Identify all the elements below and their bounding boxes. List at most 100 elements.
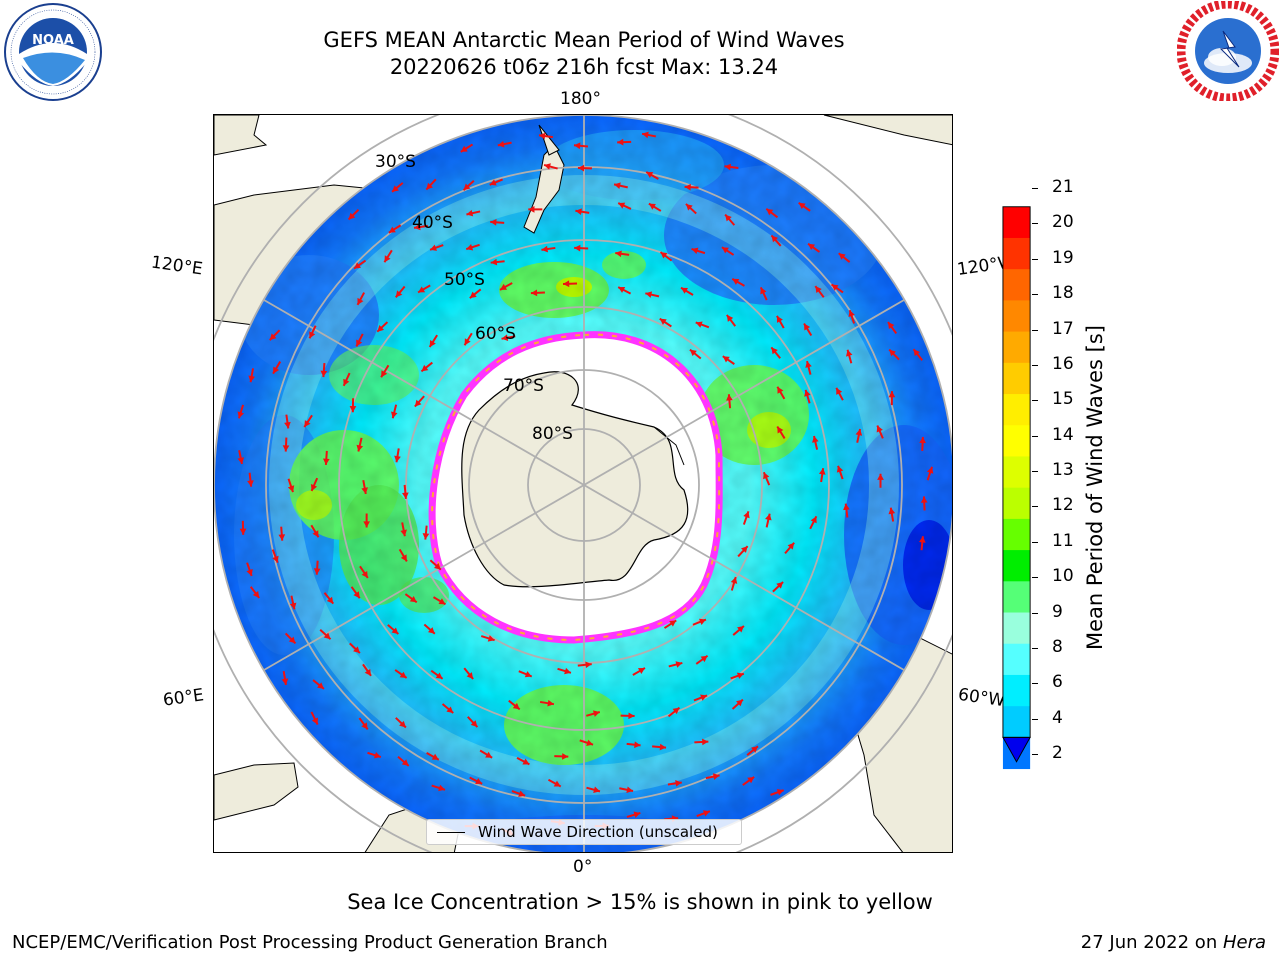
legend-label: Wind Wave Direction (unscaled): [478, 823, 718, 841]
wave-direction-arrowhead: [732, 278, 740, 285]
wave-direction-arrowhead: [320, 370, 328, 378]
colorbar-label: Mean Period of Wind Waves [s]: [1083, 325, 1107, 650]
wave-direction-arrowhead: [700, 694, 708, 701]
sea-ice-note: Sea Ice Concentration > 15% is shown in …: [347, 890, 933, 914]
wave-direction-arrowhead: [836, 387, 843, 395]
wave-direction-arrowhead: [919, 436, 926, 444]
wave-direction-arrowhead: [401, 492, 409, 499]
wave-direction-arrowhead: [628, 712, 635, 720]
wave-direction-arrowhead: [926, 466, 934, 474]
wave-direction-arrowhead: [353, 646, 360, 654]
wave-direction-arrowhead: [574, 244, 581, 252]
colorbar-tick-label: 6: [1052, 672, 1063, 693]
wave-direction-arrowhead: [614, 182, 621, 189]
wave-direction-arrowhead: [648, 203, 656, 210]
wave-direction-arrowhead: [469, 291, 477, 299]
wave-direction-arrowhead: [356, 339, 363, 347]
wave-direction-arrowhead: [470, 720, 478, 728]
wave-direction-arrowhead: [430, 244, 437, 251]
wave-direction-arrowhead: [394, 455, 401, 463]
wave-direction-arrowhead: [431, 753, 439, 760]
chart-subtitle: 20220626 t06z 216h fcst Max: 13.24: [389, 55, 779, 79]
wave-direction-arrowhead: [409, 595, 417, 603]
wave-direction-arrowhead: [615, 250, 622, 258]
wave-direction-arrowhead: [524, 671, 532, 678]
noaa-logo: NOAA: [4, 3, 102, 101]
wave-direction-arrowhead: [743, 511, 750, 519]
colorbar-segment: [1002, 362, 1031, 395]
colorbar-tick-label: 10: [1052, 566, 1074, 587]
wave-direction-arrowhead: [675, 780, 682, 787]
wave-direction-arrowhead: [489, 179, 497, 186]
colorbar-segment: [1002, 269, 1031, 301]
colorbar-segment: [1002, 300, 1031, 333]
wave-direction-arrowhead: [691, 247, 699, 254]
colorbar-tick-mark: [1032, 471, 1038, 472]
wave-direction-arrowhead: [563, 280, 570, 288]
wave-direction-arrowhead: [804, 323, 811, 331]
wave-direction-arrowhead: [313, 568, 321, 575]
wave-direction-arrowhead: [877, 473, 884, 480]
wave-direction-arrowhead: [736, 672, 744, 679]
wave-direction-arrowhead: [889, 349, 896, 357]
wave-direction-arrowhead: [618, 202, 626, 209]
wave-direction-arrowhead: [722, 356, 730, 363]
wave-direction-arrowhead: [544, 163, 551, 170]
wave-direction-arrowhead: [438, 598, 446, 605]
wave-direction-arrowhead: [475, 778, 483, 785]
colorbar-tick-label: 20: [1052, 212, 1074, 233]
wave-direction-arrowhead: [237, 411, 244, 419]
wave-direction-arrowhead: [633, 811, 641, 818]
wave-direction-arrowhead: [675, 661, 683, 668]
wave-direction-arrowhead: [287, 485, 295, 493]
colorbar-segment: [1002, 550, 1031, 582]
colorbar-tick-mark: [1032, 541, 1038, 543]
lon-label-0: 0°: [573, 857, 593, 877]
wave-direction-arrowhead: [843, 503, 850, 511]
wave-direction-arrowhead: [354, 262, 361, 269]
wave-direction-arrowhead: [725, 214, 732, 222]
wave-direction-arrowhead: [777, 426, 784, 434]
wave-direction-arrowhead: [700, 655, 708, 663]
wave-direction-arrowhead: [272, 555, 279, 563]
wave-direction-arrowhead: [918, 536, 926, 543]
wave-direction-arrowhead: [888, 507, 896, 515]
wave-direction-arrowhead: [323, 632, 331, 640]
colorbar-tick-label: 16: [1052, 353, 1074, 374]
wave-direction-arrowhead: [577, 164, 585, 172]
colorbar-tick-mark: [1032, 577, 1038, 579]
wave-direction-arrowhead: [485, 751, 493, 758]
wave-direction-arrowhead: [617, 138, 624, 146]
wave-direction-arrowhead: [777, 386, 784, 394]
wave-direction-arrowhead: [248, 375, 255, 383]
wave-direction-arrowhead: [317, 682, 324, 689]
wave-direction-arrowhead: [562, 753, 569, 760]
wave-direction-arrowhead: [438, 784, 446, 792]
wave-direction-arrowhead: [466, 244, 474, 251]
lat-label-60s: 60°S: [475, 324, 516, 344]
wave-direction-arrowhead: [737, 626, 744, 633]
wave-direction-arrowhead: [689, 349, 697, 357]
wave-direction-arrowhead: [913, 349, 921, 357]
wave-direction-arrowhead: [388, 226, 396, 233]
wave-direction-arrowhead: [726, 394, 733, 401]
colorbar-tick-label: 8: [1052, 636, 1063, 657]
lat-label-30s: 30°S: [375, 152, 416, 172]
wave-direction-arrowhead: [763, 472, 770, 480]
wave-direction-arrowhead: [845, 349, 853, 357]
colorbar-tick-mark: [1032, 364, 1038, 366]
colorbar-tick-mark: [1032, 754, 1038, 755]
wave-direction-arrowhead: [421, 364, 429, 372]
wave-direction-arrowhead: [460, 145, 468, 152]
colorbar-segment: [1002, 425, 1031, 457]
legend-line-swatch: [437, 832, 465, 833]
wave-direction-arrowhead: [592, 710, 600, 717]
wave-direction-arrowhead: [392, 185, 399, 192]
colorbar-tick-mark: [1032, 683, 1038, 685]
lon-label-120e: 120°E: [149, 252, 204, 280]
colorbar-tick-mark: [1032, 188, 1038, 189]
colorbar-segment: [1002, 643, 1031, 676]
wave-direction-arrowhead: [426, 182, 433, 190]
colorbar-tick-label: 17: [1052, 318, 1074, 339]
wave-direction-arrowhead: [838, 253, 846, 260]
